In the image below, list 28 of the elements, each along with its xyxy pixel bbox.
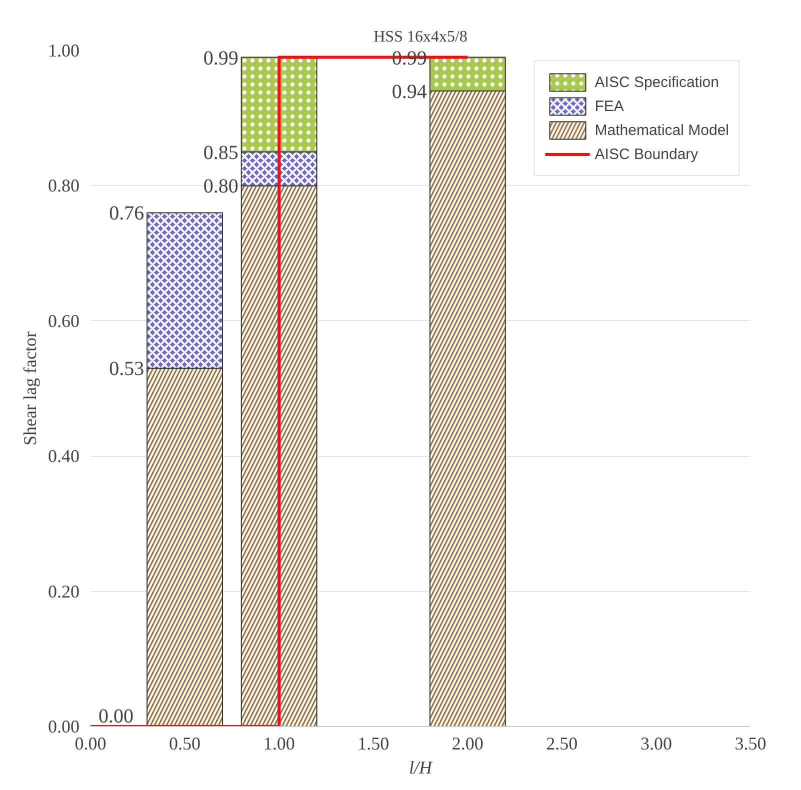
legend-label: Mathematical Model — [594, 122, 729, 138]
annotation: 0.76 — [109, 202, 144, 225]
x-tick-label: 3.00 — [640, 734, 672, 754]
chart-title: HSS 16x4x5/8 — [374, 28, 468, 46]
annotation: 0.53 — [109, 358, 144, 380]
y-tick-label: 0.00 — [48, 716, 80, 736]
legend-label: AISC Boundary — [594, 146, 698, 162]
y-tick-label: 0.60 — [48, 310, 80, 331]
annotation: 0.85 — [203, 142, 238, 164]
y-tick-label: 0.20 — [48, 581, 80, 602]
x-tick-label: 1.00 — [263, 734, 295, 754]
legend-label: AISC Specification — [594, 74, 719, 90]
x-tick-label: 0.00 — [74, 734, 106, 754]
y-tick-label: 0.40 — [48, 446, 80, 466]
annotation: 0.94 — [392, 81, 427, 104]
y-tick-label: 0.80 — [48, 176, 80, 196]
y-tick-label: 1.00 — [48, 40, 80, 60]
x-axis-title: l/H — [409, 758, 433, 778]
x-tick-label: 2.50 — [546, 734, 578, 754]
y-axis-title: Shear lag factor — [20, 332, 40, 446]
legend-label: FEA — [594, 98, 624, 114]
x-tick-label: 2.00 — [452, 734, 484, 754]
annotation: 0.80 — [203, 176, 238, 198]
annotation: 0.99 — [203, 47, 238, 70]
x-tick-label: 0.50 — [169, 734, 201, 754]
x-tick-label: 1.50 — [358, 734, 390, 754]
annotation: 0.00 — [98, 706, 134, 728]
x-tick-label: 3.50 — [734, 734, 766, 754]
